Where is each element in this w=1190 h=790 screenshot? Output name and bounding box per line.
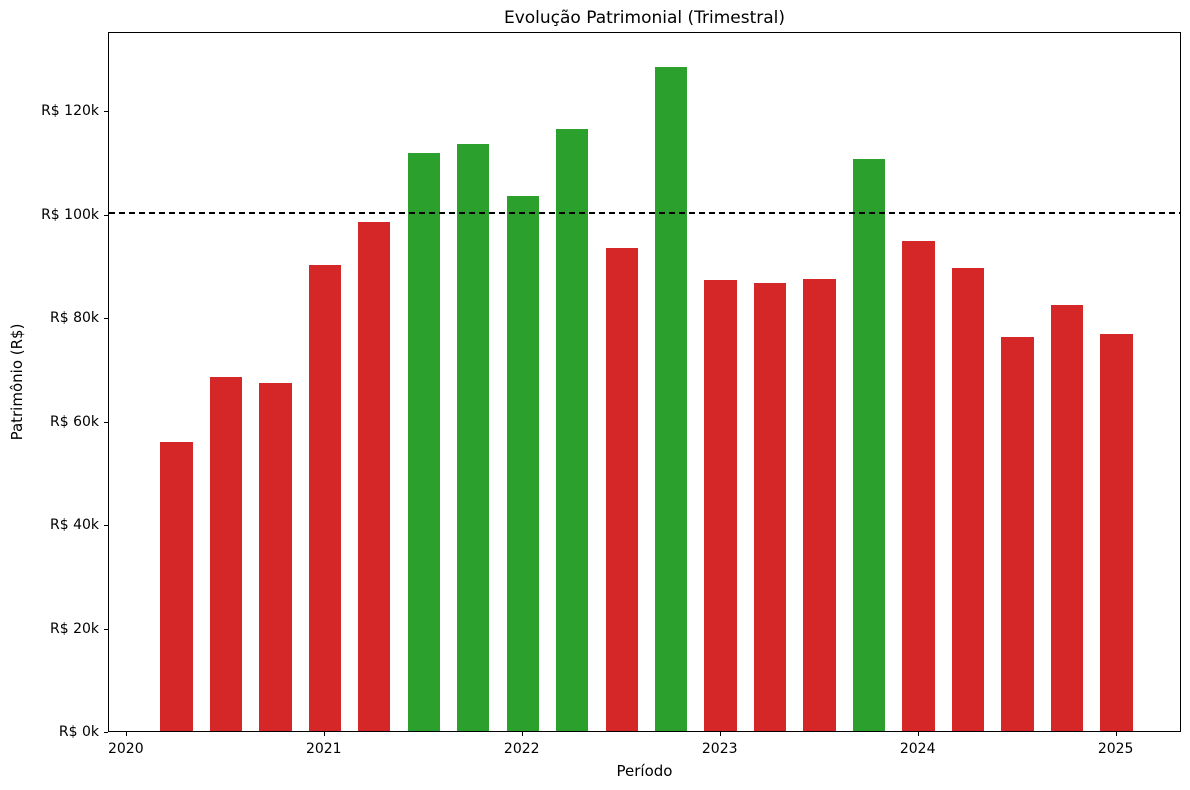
y-tick-mark — [104, 525, 108, 527]
bar-2024-Q3 — [1050, 304, 1084, 731]
y-tick-mark — [104, 421, 108, 423]
y-tick-label-40k: R$ 40k — [49, 517, 99, 534]
x-tick-mark — [521, 732, 523, 736]
y-tick-mark — [104, 628, 108, 630]
bar-2020-Q4 — [308, 265, 341, 731]
bar-2022-Q4 — [704, 280, 737, 731]
x-tick-mark — [917, 732, 919, 736]
x-tick-mark — [125, 732, 127, 736]
y-tick-label-60k: R$ 60k — [49, 413, 99, 430]
x-tick-label-2024: 2024 — [899, 741, 936, 757]
threshold-line — [109, 212, 1180, 214]
x-axis-label: Período — [616, 762, 673, 780]
bar-2023-Q3 — [852, 158, 886, 731]
y-tick-label-20k: R$ 20k — [49, 620, 99, 637]
y-tick-label-80k: R$ 80k — [49, 310, 99, 327]
x-tick-label-2022: 2022 — [503, 741, 540, 757]
bar-2020-Q2 — [209, 377, 243, 731]
x-tick-mark — [1115, 732, 1117, 736]
bar-2020-Q3 — [259, 382, 292, 731]
x-tick-label-2025: 2025 — [1097, 741, 1134, 757]
bars-layer — [109, 33, 1180, 731]
bar-2021-Q4 — [506, 195, 539, 731]
bar-2021-Q1 — [358, 222, 391, 731]
bar-2022-Q3 — [655, 67, 688, 731]
y-tick-label-100k: R$ 100k — [41, 206, 99, 223]
x-tick-label-2021: 2021 — [305, 741, 342, 757]
bar-2022-Q1 — [556, 128, 589, 731]
x-tick-mark — [719, 732, 721, 736]
bar-2020-Q1 — [160, 441, 193, 731]
plot-area — [108, 32, 1181, 732]
y-tick-mark — [104, 318, 108, 320]
y-tick-mark — [104, 732, 108, 733]
x-tick-mark — [323, 732, 325, 736]
bar-2021-Q2 — [407, 153, 440, 731]
bar-2024-Q4 — [1100, 333, 1133, 731]
x-tick-label-2023: 2023 — [701, 741, 738, 757]
bar-2021-Q3 — [457, 143, 490, 731]
chart-title: Evolução Patrimonial (Trimestral) — [503, 8, 786, 28]
y-tick-mark — [104, 111, 108, 113]
bar-2024-Q1 — [951, 267, 985, 731]
y-tick-label-120k: R$ 120k — [41, 103, 99, 120]
x-tick-label-2020: 2020 — [107, 741, 144, 757]
bar-2023-Q2 — [803, 278, 836, 731]
bar-2023-Q4 — [902, 240, 935, 731]
y-tick-label-0k: R$ 0k — [58, 724, 99, 740]
y-tick-mark — [104, 214, 108, 216]
bar-2024-Q2 — [1001, 337, 1034, 731]
bar-2022-Q2 — [605, 248, 638, 731]
bar-2023-Q1 — [753, 282, 787, 731]
